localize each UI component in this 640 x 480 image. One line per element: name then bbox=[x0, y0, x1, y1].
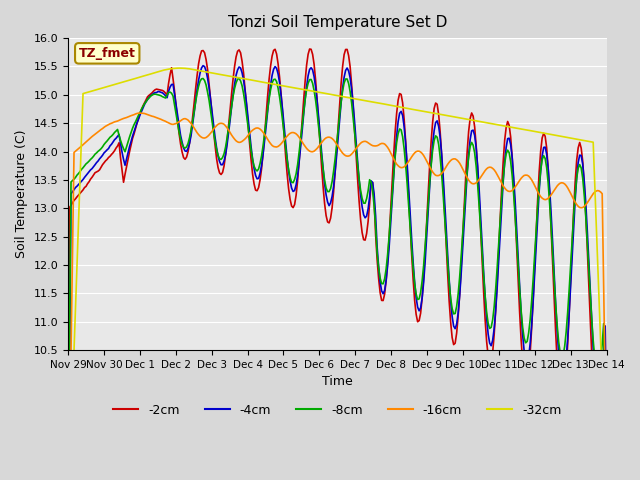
X-axis label: Time: Time bbox=[322, 375, 353, 388]
Y-axis label: Soil Temperature (C): Soil Temperature (C) bbox=[15, 130, 28, 258]
Legend: -2cm, -4cm, -8cm, -16cm, -32cm: -2cm, -4cm, -8cm, -16cm, -32cm bbox=[108, 399, 566, 422]
Text: TZ_fmet: TZ_fmet bbox=[79, 47, 136, 60]
Title: Tonzi Soil Temperature Set D: Tonzi Soil Temperature Set D bbox=[228, 15, 447, 30]
